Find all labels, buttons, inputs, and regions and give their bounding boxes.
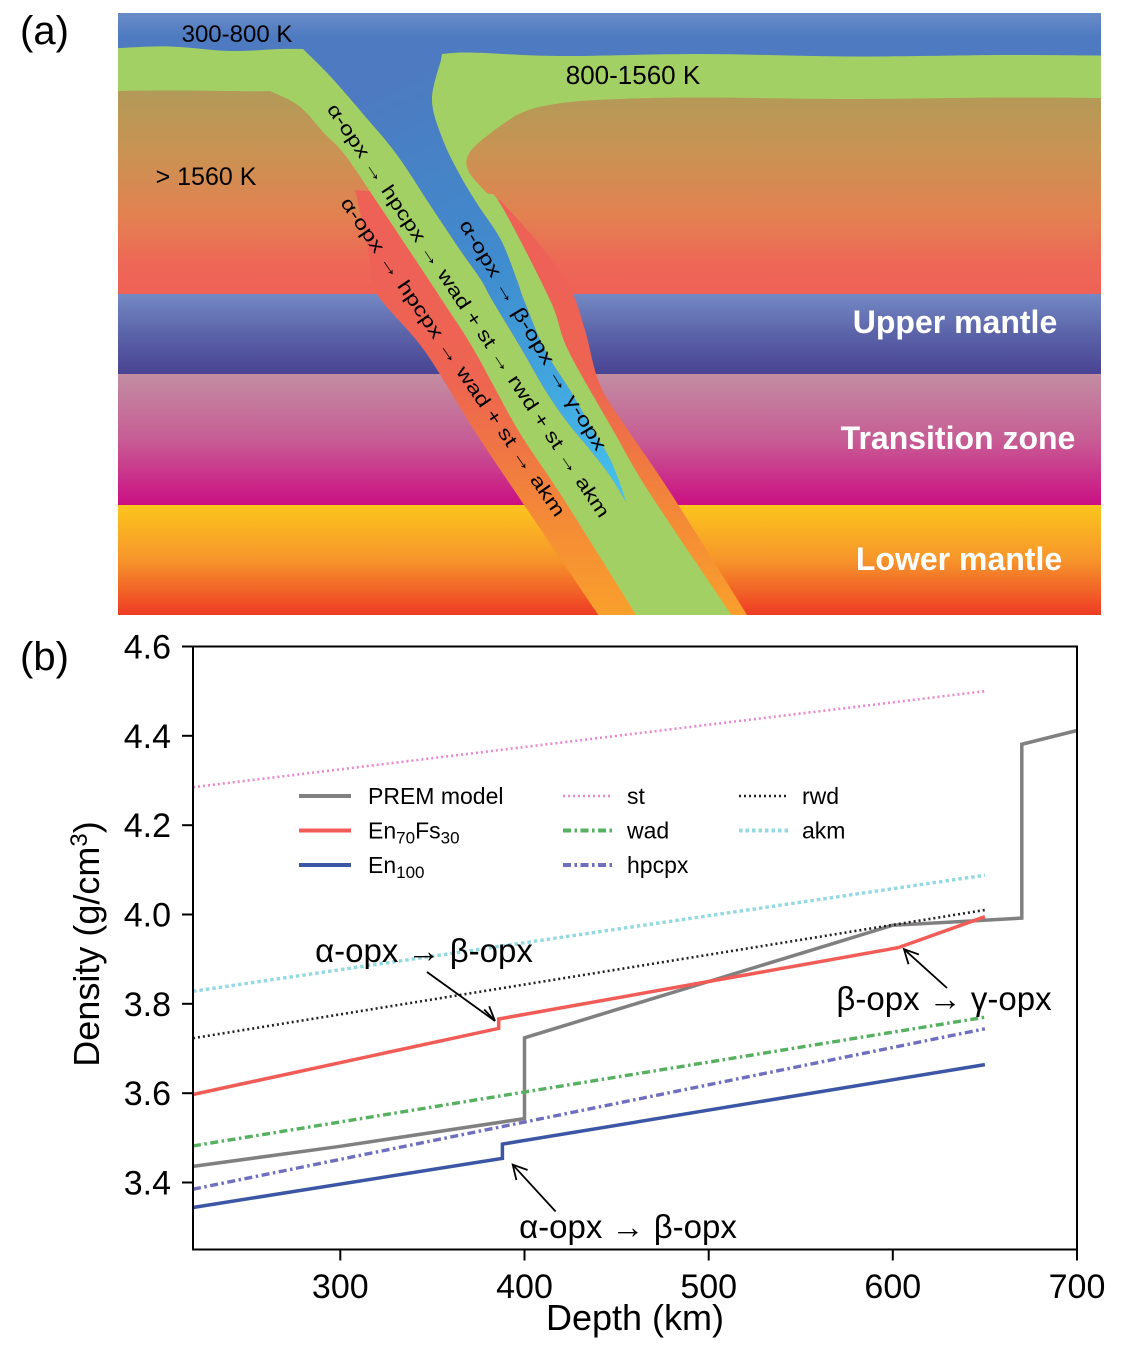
- svg-text:α-opx → β-opx: α-opx → β-opx: [519, 1208, 737, 1245]
- svg-text:Density (g/cm3): Density (g/cm3): [66, 821, 107, 1066]
- svg-text:3.6: 3.6: [124, 1075, 171, 1113]
- svg-text:hpcpx: hpcpx: [627, 852, 689, 878]
- svg-text:wad: wad: [626, 818, 669, 844]
- svg-text:4.4: 4.4: [124, 718, 171, 756]
- svg-text:3.8: 3.8: [124, 986, 171, 1024]
- svg-text:rwd: rwd: [802, 783, 839, 809]
- svg-text:(b): (b): [20, 635, 69, 679]
- svg-text:600: 600: [864, 1268, 921, 1306]
- svg-text:4.6: 4.6: [124, 629, 171, 667]
- svg-text:400: 400: [496, 1268, 553, 1306]
- svg-text:300-800 K: 300-800 K: [182, 21, 293, 48]
- svg-text:Lower mantle: Lower mantle: [856, 541, 1062, 577]
- svg-text:Upper mantle: Upper mantle: [853, 304, 1057, 340]
- svg-text:> 1560 K: > 1560 K: [156, 163, 257, 191]
- svg-text:800-1560 K: 800-1560 K: [566, 60, 701, 90]
- svg-text:En100: En100: [368, 852, 425, 882]
- svg-text:st: st: [627, 783, 646, 809]
- svg-text:α-opx → β-opx: α-opx → β-opx: [315, 932, 533, 969]
- svg-text:4.0: 4.0: [124, 897, 171, 935]
- svg-text:4.2: 4.2: [124, 807, 171, 845]
- svg-text:(a): (a): [20, 9, 69, 53]
- svg-text:akm: akm: [802, 818, 845, 844]
- svg-text:3.4: 3.4: [124, 1165, 171, 1203]
- svg-text:Depth (km): Depth (km): [546, 1297, 724, 1338]
- svg-text:PREM model: PREM model: [368, 783, 503, 809]
- svg-text:700: 700: [1049, 1268, 1106, 1306]
- svg-text:300: 300: [312, 1268, 369, 1306]
- svg-text:Transition zone: Transition zone: [841, 420, 1076, 456]
- svg-text:En70Fs30: En70Fs30: [368, 818, 460, 848]
- svg-text:500: 500: [680, 1268, 737, 1306]
